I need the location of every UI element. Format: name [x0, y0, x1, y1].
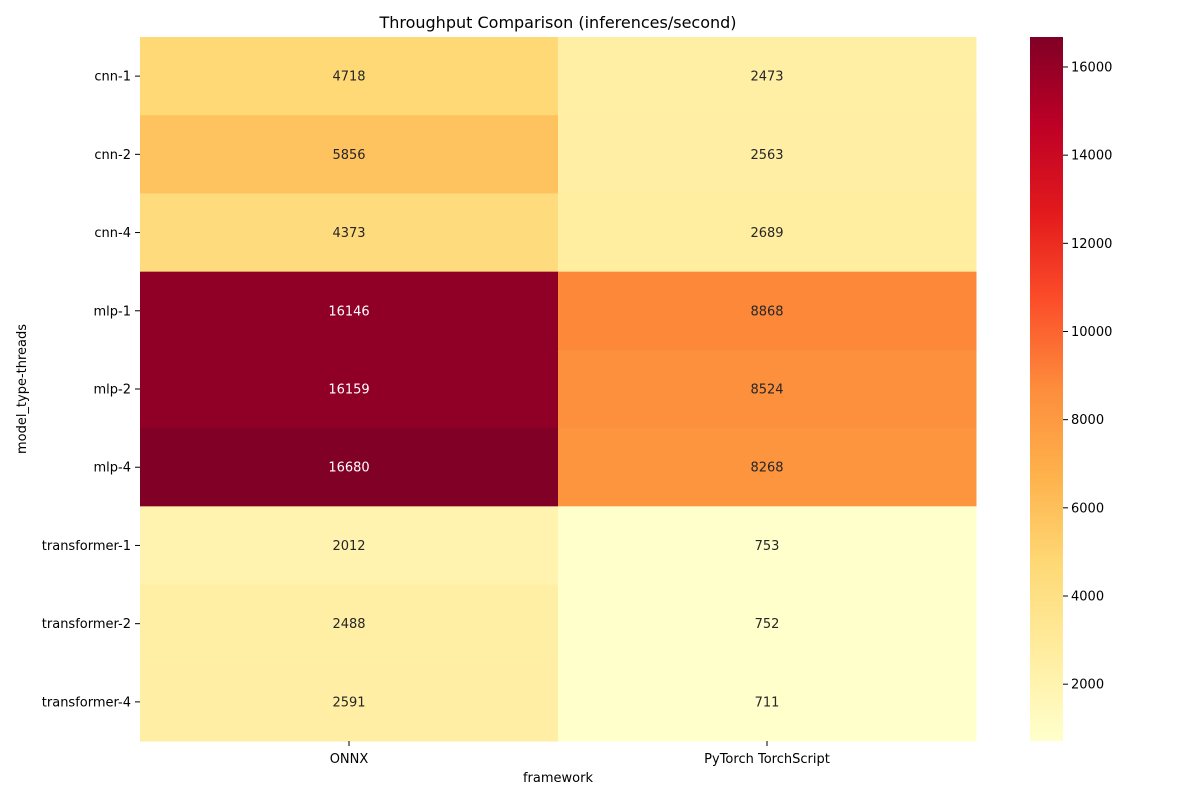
cell-value-label: 16159	[328, 383, 369, 398]
cell-value-label: 2689	[750, 226, 783, 241]
heatmap-cell	[140, 193, 559, 273]
colorbar-tick-label: 6000	[1071, 501, 1104, 516]
heatmap-cell	[140, 662, 559, 742]
x-axis-ticks: ONNX PyTorch TorchScript	[330, 741, 830, 767]
x-tick-label: PyTorch TorchScript	[704, 752, 830, 767]
y-tick-label: mlp-1	[94, 304, 132, 319]
heatmap-cell	[558, 584, 977, 664]
y-tick-label: mlp-2	[94, 383, 132, 398]
cell-value-label: 8268	[750, 461, 783, 476]
x-tick-label: ONNX	[330, 752, 369, 767]
colorbar-tick-label: 16000	[1071, 60, 1112, 75]
y-axis-label: model_type-threads	[15, 324, 30, 454]
y-tick-label: transformer-4	[42, 695, 131, 710]
colorbar-tick-label: 8000	[1071, 413, 1104, 428]
heatmap-cell	[558, 349, 977, 429]
cell-value-label: 16146	[328, 304, 369, 319]
heatmap-cell	[558, 662, 977, 742]
heatmap-cells: 4718 2473 5856 2563 4373 2689 16146 8868 16159 85…	[140, 37, 977, 742]
cell-value-label: 8524	[750, 383, 783, 398]
cell-value-label: 4373	[332, 226, 365, 241]
cell-value-label: 2591	[332, 695, 365, 710]
colorbar-tick-label: 4000	[1071, 590, 1104, 605]
cell-value-label: 2488	[332, 617, 365, 632]
chart-title: Throughput Comparison (inferences/second…	[378, 13, 736, 32]
heatmap-cell	[558, 271, 977, 351]
cell-value-label: 711	[755, 695, 780, 710]
colorbar-tick-label: 12000	[1071, 237, 1112, 252]
cell-value-label: 4718	[332, 70, 365, 85]
cell-value-label: 8868	[750, 304, 783, 319]
heatmap-cell	[140, 37, 559, 116]
heatmap-cell	[558, 506, 977, 586]
cell-value-label: 2012	[332, 539, 365, 554]
cell-value-label: 5856	[332, 148, 365, 163]
heatmap-cell	[140, 271, 559, 351]
heatmap-cell	[558, 37, 977, 116]
colorbar: 2000 4000 6000 8000 10000 12000 14000 16000	[1030, 37, 1112, 741]
heatmap-cell	[140, 115, 559, 194]
heatmap-cell	[558, 428, 977, 507]
colorbar-tick-label: 10000	[1071, 325, 1112, 340]
cell-value-label: 753	[755, 539, 780, 554]
heatmap-cell	[140, 349, 559, 429]
heatmap-cell	[140, 428, 559, 507]
heatmap-cell	[140, 584, 559, 664]
colorbar-gradient	[1030, 37, 1063, 741]
y-axis-ticks: cnn-1 cnn-2 cnn-4 mlp-1 mlp-2 mlp-4 transforme…	[42, 70, 140, 710]
y-tick-label: cnn-4	[94, 226, 131, 241]
colorbar-ticks: 2000 4000 6000 8000 10000 12000 14000 16000	[1063, 60, 1112, 693]
y-tick-label: transformer-2	[42, 617, 131, 632]
y-tick-label: transformer-1	[42, 539, 131, 554]
heatmap-cell	[558, 115, 977, 194]
cell-value-label: 16680	[328, 461, 369, 476]
y-tick-label: cnn-1	[94, 70, 131, 85]
colorbar-tick-label: 14000	[1071, 149, 1112, 164]
cell-value-label: 752	[755, 617, 780, 632]
y-tick-label: mlp-4	[94, 461, 132, 476]
heatmap-cell	[558, 193, 977, 273]
colorbar-tick-label: 2000	[1071, 678, 1104, 693]
x-axis-label: framework	[523, 771, 593, 786]
heatmap-cell	[140, 506, 559, 586]
y-tick-label: cnn-2	[94, 148, 131, 163]
cell-value-label: 2563	[750, 148, 783, 163]
cell-value-label: 2473	[750, 70, 783, 85]
